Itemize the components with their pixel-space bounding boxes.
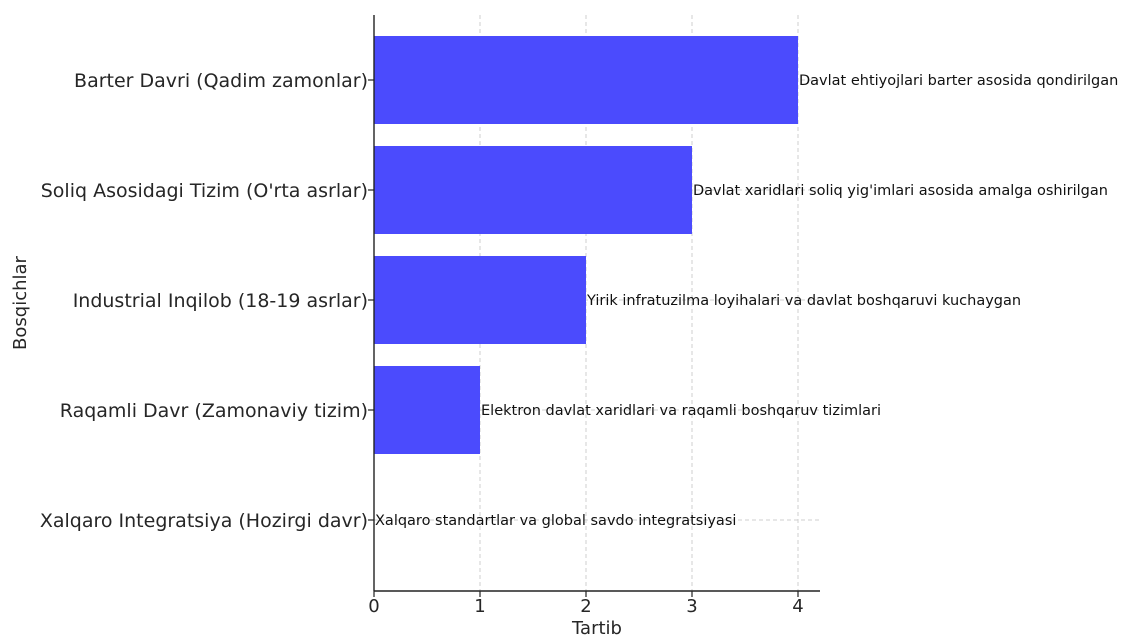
- bars: [374, 36, 798, 454]
- bar: [374, 256, 586, 344]
- y-axis-label: Bosqichlar: [10, 255, 31, 350]
- y-tick-label: Industrial Inqilob (18-19 asrlar): [73, 290, 368, 312]
- x-tick-label: 0: [368, 596, 379, 617]
- y-tick-labels: Barter Davri (Qadim zamonlar) Soliq Asosi…: [40, 70, 374, 532]
- bar-annotations: Davlat ehtiyojlari barter asosida qondir…: [375, 73, 1118, 529]
- x-axis-label: Tartib: [571, 618, 622, 637]
- bar: [374, 146, 692, 234]
- x-tick-label: 3: [686, 596, 697, 617]
- x-tick-label: 2: [580, 596, 591, 617]
- y-tick-label: Xalqaro Integratsiya (Hozirgi davr): [40, 510, 368, 532]
- y-tick-label: Soliq Asosidagi Tizim (O'rta asrlar): [41, 180, 368, 202]
- y-tick-label: Barter Davri (Qadim zamonlar): [74, 70, 368, 92]
- x-tick-label: 4: [792, 596, 803, 617]
- bar-annotation: Davlat ehtiyojlari barter asosida qondir…: [799, 73, 1118, 89]
- bar: [374, 36, 798, 124]
- bar-annotation: Davlat xaridlari soliq yig'imlari asosid…: [693, 183, 1108, 199]
- x-tick-label: 1: [474, 596, 485, 617]
- x-tick-labels: 0 1 2 3 4: [368, 591, 804, 617]
- bar-annotation: Yirik infratuzilma loyihalari va davlat …: [586, 293, 1021, 309]
- bar-annotation: Elektron davlat xaridlari va raqamli bos…: [481, 403, 881, 419]
- bar-annotation: Xalqaro standartlar va global savdo inte…: [375, 513, 736, 529]
- y-tick-label: Raqamli Davr (Zamonaviy tizim): [60, 400, 368, 422]
- bar: [374, 366, 480, 454]
